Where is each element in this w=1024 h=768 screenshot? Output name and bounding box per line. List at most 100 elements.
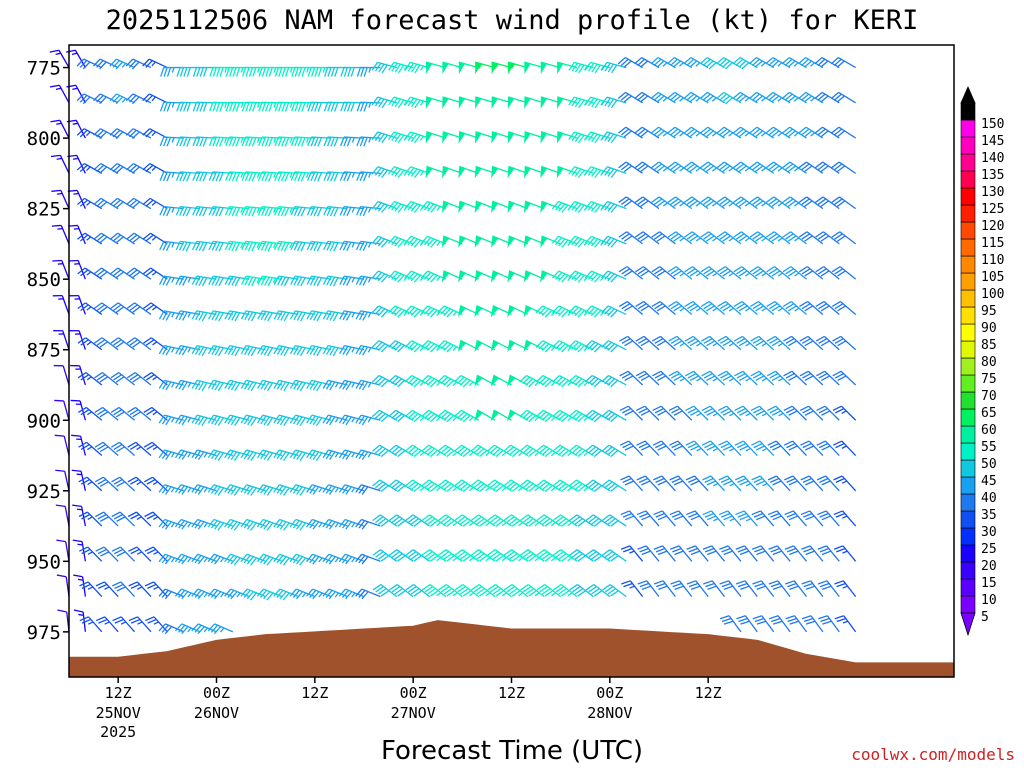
- wind-barb: [669, 475, 693, 492]
- wind-barb: [585, 479, 611, 492]
- wind-barb: [143, 337, 168, 351]
- wind-barb: [420, 305, 447, 318]
- wind-barb: [68, 224, 86, 245]
- wind-barb: [719, 580, 742, 597]
- wind-barb: [814, 126, 840, 139]
- wind-barb: [601, 96, 627, 109]
- wind-barb: [127, 476, 152, 492]
- wind-barb: [735, 580, 758, 597]
- wind-barb: [110, 267, 135, 280]
- wind-barb: [76, 162, 103, 174]
- wind-barb: [815, 266, 840, 280]
- wind-barb: [404, 444, 430, 458]
- wind-barb: [274, 171, 299, 182]
- wind-barb: [536, 479, 562, 492]
- wind-barb: [569, 584, 594, 598]
- wind-barb: [684, 231, 709, 245]
- wind-barb: [78, 546, 103, 562]
- wind-barb: [520, 584, 545, 598]
- x-tick-label: 12Z: [301, 684, 328, 702]
- wind-barb: [142, 162, 168, 174]
- wind-barb: [752, 580, 775, 597]
- wind-barb: [637, 580, 660, 597]
- wind-barb: [158, 449, 184, 461]
- wind-barb: [487, 584, 512, 598]
- wind-barb: [51, 224, 70, 245]
- wind-barb: [798, 231, 824, 245]
- wind-barb: [782, 196, 807, 210]
- wind-barb: [653, 510, 676, 527]
- colorbar-box: [960, 442, 976, 461]
- wind-barb: [175, 310, 201, 321]
- colorbar-label: 40: [981, 491, 997, 506]
- wind-barb: [76, 128, 103, 139]
- wind-barb: [634, 231, 660, 245]
- wind-barb: [158, 623, 184, 635]
- wind-barb: [557, 61, 578, 75]
- wind-barb: [404, 305, 430, 318]
- wind-barb: [782, 266, 807, 280]
- colorbar-label: 115: [981, 236, 1004, 251]
- wind-barb: [389, 584, 414, 598]
- colorbar-box: [960, 374, 976, 393]
- wind-barb: [454, 584, 480, 598]
- wind-barb: [290, 205, 315, 217]
- colorbar-label: 130: [981, 185, 1004, 200]
- wind-barb: [453, 444, 480, 458]
- wind-barb: [470, 584, 496, 598]
- wind-barb: [651, 196, 676, 210]
- wind-barb: [458, 165, 479, 179]
- wind-barb: [782, 300, 807, 315]
- wind-barb: [208, 205, 233, 217]
- wind-barb: [735, 545, 758, 562]
- wind-barb: [240, 588, 266, 601]
- wind-barb: [621, 580, 644, 597]
- wind-barb: [683, 126, 709, 139]
- wind-barb: [109, 58, 135, 70]
- wind-barb: [831, 196, 857, 210]
- wind-barb: [175, 205, 201, 217]
- wind-barb: [751, 510, 775, 527]
- wind-barb: [388, 479, 414, 492]
- colorbar-box: [960, 204, 976, 223]
- wind-barb: [125, 128, 152, 139]
- wind-barb: [618, 266, 644, 280]
- wind-barb: [817, 580, 840, 597]
- wind-barb: [749, 126, 775, 139]
- wind-barb: [686, 580, 709, 597]
- wind-barb: [112, 616, 136, 633]
- colorbar-label: 100: [981, 287, 1004, 302]
- wind-barb: [784, 510, 807, 527]
- wind-barb: [126, 232, 152, 245]
- wind-barb: [437, 514, 463, 527]
- x-tick-label: 12Z: [498, 684, 525, 702]
- wind-barb: [306, 345, 332, 357]
- wind-barb: [371, 61, 397, 74]
- wind-barb: [668, 300, 693, 315]
- wind-barb: [815, 231, 840, 245]
- wind-barb: [49, 84, 70, 104]
- wind-barb: [783, 440, 807, 456]
- wind-barb: [535, 409, 561, 423]
- wind-barb: [191, 484, 217, 495]
- colorbar-label: 145: [981, 134, 1004, 149]
- colorbar-label: 20: [981, 559, 997, 574]
- wind-barb: [306, 414, 332, 427]
- wind-barb: [831, 231, 857, 245]
- wind-barb: [684, 266, 709, 280]
- wind-barb: [175, 275, 201, 286]
- wind-barb: [830, 91, 857, 104]
- wind-barb: [258, 136, 283, 147]
- wind-barb: [784, 475, 807, 492]
- wind-barb: [404, 340, 430, 353]
- ground-surface: [68, 620, 955, 678]
- colorbar-box: [960, 238, 976, 257]
- wind-barb: [486, 444, 512, 458]
- wind-barb: [322, 275, 348, 287]
- wind-barb: [158, 379, 184, 391]
- wind-barb: [650, 57, 676, 69]
- wind-barb: [111, 476, 135, 492]
- wind-barb: [371, 374, 398, 388]
- wind-barb: [817, 510, 840, 527]
- wind-barb: [719, 545, 742, 562]
